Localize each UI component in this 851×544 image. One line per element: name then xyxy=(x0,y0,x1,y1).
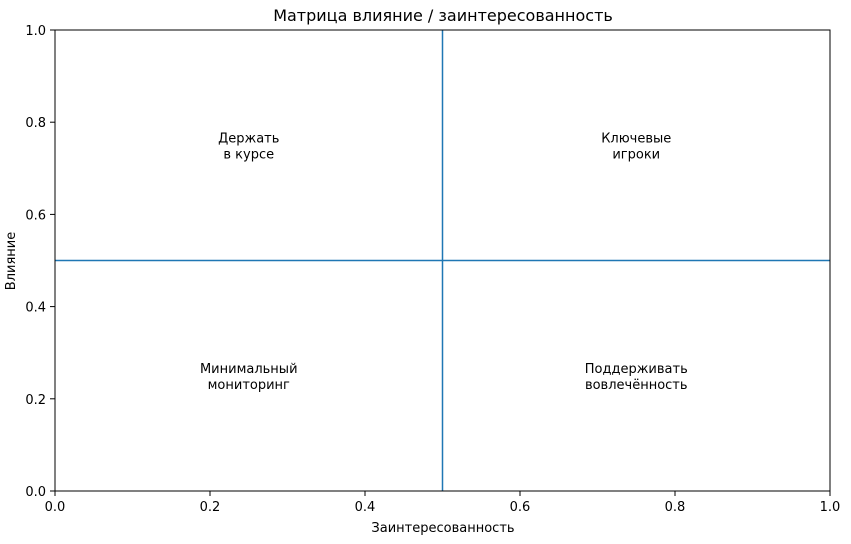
y-tick-label: 0.8 xyxy=(25,116,46,131)
x-tick-label: 0.8 xyxy=(665,500,686,515)
chart-title: Матрица влияние / заинтересованность xyxy=(273,6,613,25)
plot-area: Держать в курсе Ключевые игроки Минимальный м… xyxy=(25,24,840,515)
quadrant-label-0: Держать в курсе xyxy=(218,131,279,162)
x-tick-label: 0.4 xyxy=(355,500,376,515)
plot-frame xyxy=(54,29,831,492)
quadrant-label-line: Ключевые xyxy=(601,131,671,146)
x-tick-label: 0.2 xyxy=(200,500,221,515)
y-tick-label: 0.6 xyxy=(25,208,46,223)
x-tick-label: 1.0 xyxy=(820,500,841,515)
x-tick-label: 0.0 xyxy=(45,500,66,515)
quadrant-label-line: вовлечённость xyxy=(585,378,688,393)
quadrant-label-2: Минимальный мониторинг xyxy=(200,362,298,393)
quadrant-label-line: Держать xyxy=(218,131,279,146)
y-tick-label: 0.4 xyxy=(25,301,46,316)
x-tick-label: 0.6 xyxy=(510,500,531,515)
quadrant-label-line: в курсе xyxy=(223,147,274,162)
quadrant-label-line: Поддерживать xyxy=(585,362,688,377)
y-axis-label: Влияние xyxy=(4,232,19,290)
y-tick-label: 0.2 xyxy=(25,393,46,408)
quadrant-label-line: мониторинг xyxy=(208,378,290,393)
y-tick-label: 1.0 xyxy=(25,24,46,39)
quadrant-label-line: игроки xyxy=(612,147,660,162)
y-tick-label: 0.0 xyxy=(25,485,46,500)
x-axis-label: Заинтересованность xyxy=(371,521,514,536)
quadrant-label-3: Поддерживать вовлечённость xyxy=(585,362,688,393)
quadrant-label-1: Ключевые игроки xyxy=(601,131,671,162)
quadrant-label-line: Минимальный xyxy=(200,362,298,377)
